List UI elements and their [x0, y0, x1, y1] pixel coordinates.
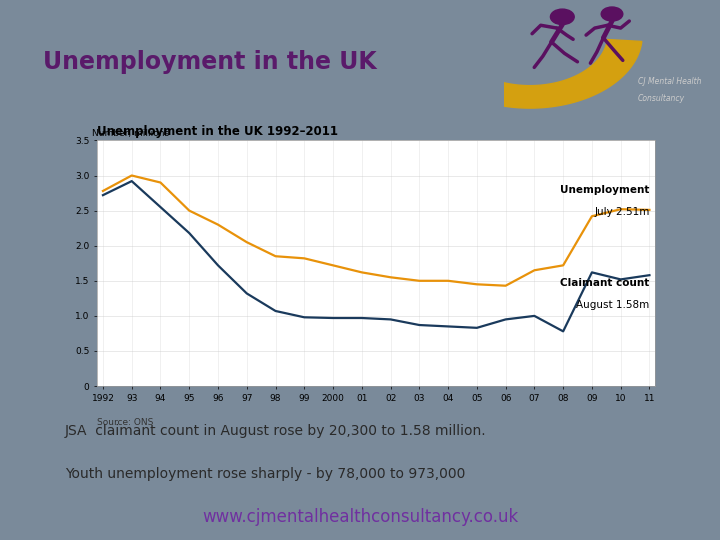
Circle shape [601, 7, 623, 21]
Text: Claimant count: Claimant count [560, 278, 649, 288]
Text: Source: ONS: Source: ONS [97, 418, 153, 427]
Text: August 1.58m: August 1.58m [577, 300, 649, 310]
Text: Youth unemployment rose sharply - by 78,000 to 973,000: Youth unemployment rose sharply - by 78,… [65, 467, 465, 481]
Text: Unemployment in the UK: Unemployment in the UK [43, 50, 377, 74]
Text: Unemployment in the UK 1992–2011: Unemployment in the UK 1992–2011 [97, 125, 338, 138]
Text: Unemployment: Unemployment [560, 185, 649, 194]
Text: July 2.51m: July 2.51m [594, 207, 649, 217]
Polygon shape [421, 39, 642, 108]
Text: JSA  claimant count in August rose by 20,300 to 1.58 million.: JSA claimant count in August rose by 20,… [65, 424, 487, 438]
Text: www.cjmentalhealthconsultancy.co.uk: www.cjmentalhealthconsultancy.co.uk [202, 508, 518, 526]
Text: CJ Mental Health: CJ Mental Health [638, 77, 701, 86]
Text: Number, millions: Number, millions [91, 129, 168, 138]
Circle shape [550, 9, 575, 24]
Text: Consultancy: Consultancy [638, 94, 685, 103]
